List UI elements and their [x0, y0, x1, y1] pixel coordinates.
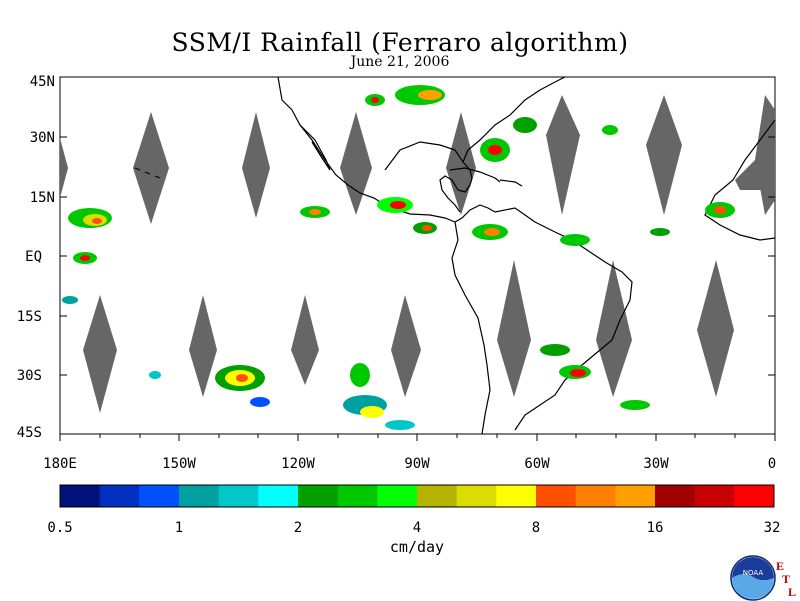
map-title: SSM/I Rainfall (Ferraro algorithm)	[171, 28, 629, 57]
rain-patch	[149, 365, 270, 407]
lat-tick-label: 45N	[30, 74, 55, 90]
rain-patch	[560, 125, 735, 246]
hispaniola	[499, 179, 523, 187]
colorbar-cell	[417, 485, 458, 507]
colorbar-cell	[179, 485, 220, 507]
us-east-coast	[462, 76, 566, 163]
rain-patch	[472, 117, 537, 240]
colorbar-tick-label: 2	[294, 520, 302, 536]
colorbar-cell	[615, 485, 656, 507]
swath-gap	[242, 112, 270, 218]
colorbar-cell	[218, 485, 259, 507]
swath-gap	[340, 112, 372, 215]
south-america-east-coast	[494, 207, 633, 431]
lat-tick-label: 15S	[17, 309, 42, 325]
colorbar-cell	[139, 485, 180, 507]
lon-tick-label: 120W	[281, 456, 315, 472]
swath-gap	[291, 295, 319, 385]
colorbar-cell	[575, 485, 616, 507]
swath-gap	[391, 295, 421, 397]
lat-tick-label: 30S	[17, 368, 42, 384]
lat-tick-label: EQ	[25, 249, 42, 265]
colorbar-tick-label: 4	[413, 520, 421, 536]
rain-patch	[343, 363, 415, 430]
colorbar-cell	[536, 485, 577, 507]
colorbar-cell	[655, 485, 696, 507]
colorbar-tick-label: 16	[647, 520, 664, 536]
lon-tick-label: 30W	[643, 456, 669, 472]
etl-logo: E T L	[776, 559, 797, 599]
lon-tick-label: 150W	[162, 456, 196, 472]
colorbar-cell	[734, 485, 775, 507]
lon-axis: 180E 150W 120W 90W 60W 30W 0	[43, 434, 776, 472]
noaa-logo: NOAA	[730, 555, 776, 601]
hawaii	[134, 167, 161, 179]
lon-tick-label: 90W	[404, 456, 430, 472]
lon-tick-label: 0	[768, 456, 776, 472]
rain-patch	[540, 344, 650, 410]
swath-gap	[697, 260, 734, 397]
swath-gap	[189, 295, 217, 397]
gulf-coast	[384, 141, 473, 213]
colorbar-units-label: cm/day	[390, 538, 444, 556]
lon-tick-label: 180E	[43, 456, 77, 472]
colorbar-cell	[258, 485, 299, 507]
colorbar-tick-label: 8	[532, 520, 540, 536]
swath-gap	[546, 95, 580, 215]
rainfall-patches	[62, 85, 735, 430]
colorbar-cell	[377, 485, 418, 507]
swath-gap	[83, 295, 117, 413]
colorbar-cell	[337, 485, 378, 507]
colorbar-tick-label: 0.5	[47, 520, 72, 536]
swath-gap	[60, 138, 68, 198]
lat-tick-label: 15N	[30, 190, 55, 206]
colorbar-cell	[694, 485, 735, 507]
colorbar-cell	[298, 485, 339, 507]
colorbar-cells	[60, 485, 775, 507]
map-subtitle: June 21, 2006	[350, 54, 450, 70]
south-america-coast	[451, 221, 491, 435]
lat-tick-label: 30N	[30, 130, 55, 146]
swath-gap	[497, 260, 531, 397]
swath-gap	[446, 112, 476, 215]
colorbar-cell	[496, 485, 537, 507]
colorbar: 0.5 1 2 4 8 16 32 cm/day	[47, 484, 781, 556]
colorbar-frame	[59, 484, 775, 508]
lat-tick-label: 45S	[17, 425, 42, 441]
colorbar-cell	[60, 485, 101, 507]
colorbar-tick-label: 1	[175, 520, 183, 536]
noaa-logo-text: NOAA	[743, 569, 764, 577]
swath-gaps	[60, 95, 775, 413]
rain-patch	[62, 208, 112, 304]
colorbar-cell	[99, 485, 140, 507]
lat-axis: 45N 30N 15N EQ 15S 30S 45S	[17, 74, 775, 441]
swath-gap	[646, 95, 682, 215]
rain-patch	[365, 85, 445, 106]
lon-tick-label: 60W	[524, 456, 550, 472]
rain-patch	[300, 197, 437, 234]
colorbar-tick-label: 32	[764, 520, 781, 536]
swath-gap	[133, 112, 169, 224]
baja-peninsula	[299, 124, 331, 171]
cuba	[449, 167, 501, 183]
swath-gap	[596, 260, 632, 397]
swath-gap	[735, 150, 775, 190]
colorbar-cell	[456, 485, 497, 507]
